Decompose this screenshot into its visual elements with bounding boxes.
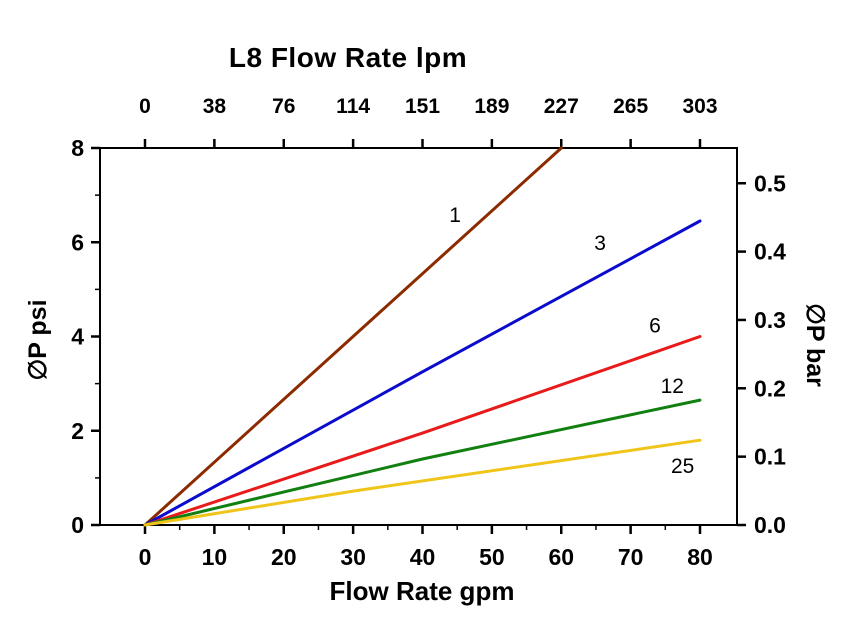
series-label-25: 25 <box>671 455 694 478</box>
series-line-12 <box>143 398 702 527</box>
series-label-6: 6 <box>649 315 661 338</box>
series-line-1 <box>143 146 563 527</box>
y-tick-label-right: 0.1 <box>754 444 786 470</box>
x-tick-label-bottom: 20 <box>271 544 297 570</box>
series-line-3 <box>143 219 702 527</box>
y-axis-label-left: ∅P psi <box>24 299 52 381</box>
x-tick-label-top: 189 <box>474 95 509 118</box>
series-label-1: 1 <box>449 204 461 227</box>
x-tick-label-bottom: 50 <box>479 544 505 570</box>
y-tick-label-left: 0 <box>71 512 84 538</box>
x-tick-label-top: 76 <box>272 95 295 118</box>
y-tick-label-left: 2 <box>71 418 84 444</box>
series-line-6 <box>143 335 702 527</box>
x-tick-label-bottom: 30 <box>340 544 366 570</box>
x-tick-label-top: 151 <box>405 95 440 118</box>
y-tick-label-right: 0.3 <box>754 307 786 333</box>
x-tick-label-top: 38 <box>203 95 227 118</box>
x-tick-label-top: 0 <box>139 95 151 118</box>
x-tick-label-bottom: 10 <box>202 544 228 570</box>
x-tick-label-bottom: 80 <box>687 544 713 570</box>
y-tick-label-left: 6 <box>71 229 84 255</box>
x-tick-label-bottom: 70 <box>618 544 644 570</box>
x-tick-label-top: 303 <box>682 95 717 118</box>
y-tick-label-left: 8 <box>71 135 84 161</box>
chart-title-top-axis: L8 Flow Rate lpm <box>228 42 468 73</box>
y-axis-label-right: ∅P bar <box>801 303 829 387</box>
series-label-3: 3 <box>594 232 606 255</box>
x-tick-label-bottom: 60 <box>548 544 574 570</box>
x-tick-label-bottom: 0 <box>139 544 152 570</box>
x-axis-label-bottom: Flow Rate gpm <box>329 576 515 606</box>
y-tick-label-right: 0.5 <box>754 170 786 196</box>
series-line-25 <box>143 438 702 527</box>
x-tick-label-top: 265 <box>613 95 648 118</box>
x-tick-label-top: 114 <box>336 95 370 118</box>
x-tick-label-bottom: 40 <box>410 544 436 570</box>
x-tick-label-top: 227 <box>544 95 579 118</box>
series-label-12: 12 <box>661 375 684 398</box>
y-tick-label-right: 0.4 <box>754 239 786 265</box>
y-tick-label-right: 0.2 <box>754 375 786 401</box>
plot-border <box>99 147 738 526</box>
y-tick-label-right: 0.0 <box>754 512 786 538</box>
y-tick-label-left: 4 <box>71 324 84 350</box>
